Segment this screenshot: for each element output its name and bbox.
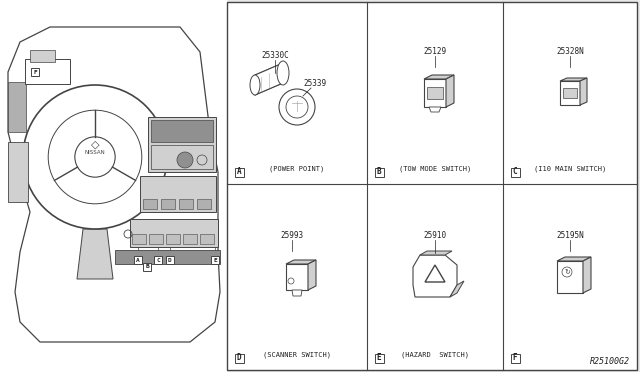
Polygon shape: [286, 264, 308, 290]
Polygon shape: [292, 290, 302, 296]
Bar: [30, 50, 55, 62]
Bar: [8, 142, 28, 202]
Circle shape: [75, 137, 115, 177]
Text: E: E: [213, 257, 217, 263]
Text: (HAZARD  SWITCH): (HAZARD SWITCH): [401, 352, 469, 358]
Bar: [8, 82, 26, 132]
Text: B: B: [145, 264, 149, 269]
Bar: [374, 353, 383, 362]
Polygon shape: [580, 78, 587, 105]
Circle shape: [23, 85, 167, 229]
Bar: [197, 199, 211, 209]
Text: (TOW MODE SWITCH): (TOW MODE SWITCH): [399, 166, 471, 172]
Polygon shape: [557, 261, 583, 293]
Bar: [183, 234, 197, 244]
Text: 25910: 25910: [424, 231, 447, 240]
Bar: [374, 167, 383, 176]
Polygon shape: [429, 107, 441, 112]
Polygon shape: [77, 229, 113, 279]
Circle shape: [286, 96, 308, 118]
Polygon shape: [557, 257, 591, 261]
Bar: [200, 234, 214, 244]
Bar: [511, 353, 520, 362]
Bar: [140, 176, 216, 212]
Ellipse shape: [250, 75, 260, 95]
Bar: [563, 88, 577, 98]
Bar: [234, 353, 243, 362]
Text: E: E: [377, 353, 381, 362]
Text: 25339: 25339: [303, 78, 326, 87]
Bar: [151, 145, 213, 169]
Bar: [0, 0, 227, 372]
Bar: [161, 199, 175, 209]
Bar: [166, 234, 180, 244]
Bar: [234, 167, 243, 176]
Text: 25195N: 25195N: [556, 231, 584, 240]
Polygon shape: [446, 75, 454, 107]
Text: 25993: 25993: [280, 231, 303, 240]
Polygon shape: [583, 257, 591, 293]
Text: A: A: [237, 167, 241, 176]
Text: NISSAN: NISSAN: [84, 150, 106, 154]
Text: (SCANNER SWITCH): (SCANNER SWITCH): [263, 352, 331, 358]
Text: 25129: 25129: [424, 46, 447, 55]
Polygon shape: [560, 78, 587, 81]
Bar: [427, 87, 443, 99]
Text: A: A: [136, 257, 140, 263]
Bar: [143, 263, 151, 271]
Polygon shape: [424, 79, 446, 107]
Text: ↻: ↻: [564, 269, 570, 275]
Text: F: F: [33, 70, 37, 74]
Bar: [227, 2, 637, 370]
Bar: [148, 117, 216, 172]
Ellipse shape: [277, 61, 289, 85]
Polygon shape: [420, 251, 452, 255]
Text: 25328N: 25328N: [556, 46, 584, 55]
Bar: [149, 234, 163, 244]
Polygon shape: [255, 63, 283, 95]
Polygon shape: [8, 27, 220, 342]
Text: C: C: [156, 257, 160, 263]
Polygon shape: [413, 255, 457, 297]
Polygon shape: [308, 260, 316, 290]
Text: F: F: [513, 353, 517, 362]
Bar: [143, 199, 157, 209]
Polygon shape: [286, 260, 316, 264]
Bar: [211, 256, 219, 264]
Polygon shape: [424, 75, 454, 79]
Text: (I10 MAIN SWITCH): (I10 MAIN SWITCH): [534, 166, 606, 172]
Text: ◇: ◇: [91, 140, 99, 150]
Text: R25100G2: R25100G2: [590, 357, 630, 366]
Text: D: D: [237, 353, 241, 362]
Bar: [134, 256, 142, 264]
Text: B: B: [377, 167, 381, 176]
Bar: [115, 250, 220, 264]
Circle shape: [197, 155, 207, 165]
Bar: [130, 219, 218, 247]
Text: D: D: [168, 257, 172, 263]
Circle shape: [177, 152, 193, 168]
Polygon shape: [560, 81, 580, 105]
Circle shape: [279, 89, 315, 125]
Text: 25330C: 25330C: [261, 51, 289, 60]
Bar: [31, 68, 39, 76]
Polygon shape: [450, 281, 464, 297]
Bar: [25, 59, 70, 84]
Bar: [166, 256, 174, 264]
Bar: [132, 234, 146, 244]
Bar: [179, 199, 193, 209]
Bar: [154, 256, 162, 264]
Text: C: C: [513, 167, 517, 176]
Text: (POWER POINT): (POWER POINT): [269, 166, 324, 172]
Bar: [151, 120, 213, 142]
Bar: [511, 167, 520, 176]
